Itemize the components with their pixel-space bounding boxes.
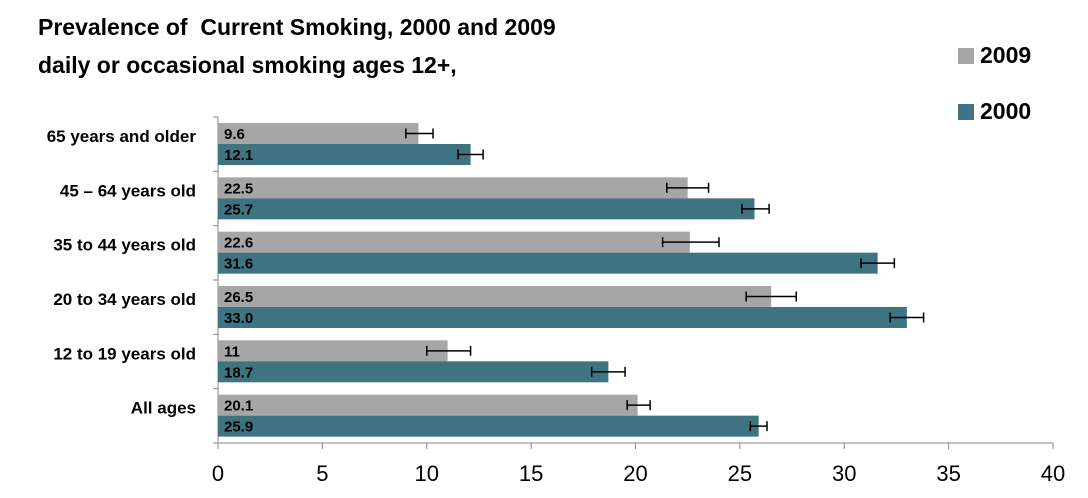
data-label-2009: 22.5 [224, 180, 253, 197]
legend-swatch-2009 [958, 47, 974, 64]
bar-2009 [218, 394, 638, 416]
data-label-2000: 33.0 [224, 310, 253, 327]
category-label: 45 – 64 years old [60, 181, 196, 200]
data-label-2009: 26.5 [224, 289, 253, 306]
x-tick-label: 0 [212, 461, 224, 486]
x-tick-label: 10 [415, 461, 439, 486]
legend-swatch-2000 [958, 103, 974, 120]
bar-2000 [218, 361, 609, 383]
category-label: All ages [131, 399, 196, 418]
data-label-2000: 25.9 [224, 419, 253, 436]
bar-2000 [218, 306, 907, 328]
data-label-2009: 11 [224, 343, 240, 360]
x-tick-label: 15 [519, 461, 543, 486]
data-label-2000: 25.7 [224, 201, 253, 218]
x-tick-label: 35 [936, 461, 960, 486]
bar-2009 [218, 340, 448, 362]
bar-2000 [218, 198, 755, 220]
category-label: 12 to 19 years old [53, 344, 196, 363]
data-label-2009: 22.6 [224, 235, 253, 252]
category-label: 20 to 34 years old [53, 290, 196, 309]
category-label: 35 to 44 years old [53, 236, 196, 255]
data-label-2000: 31.6 [224, 256, 253, 273]
data-label-2009: 9.6 [224, 126, 245, 143]
x-tick-label: 40 [1041, 461, 1065, 486]
bar-2009 [218, 177, 688, 199]
x-tick-label: 20 [623, 461, 647, 486]
x-tick-label: 25 [728, 461, 752, 486]
data-label-2000: 12.1 [224, 147, 253, 164]
legend-item-2009: 2009 [958, 42, 1031, 69]
category-label: 65 years and older [47, 127, 197, 146]
chart-subtitle: daily or occasional smoking ages 12+, [38, 52, 457, 78]
bar-2009 [218, 123, 419, 144]
legend-label-2000: 2000 [980, 98, 1032, 124]
chart-title: Prevalence of Current Smoking, 2000 and … [38, 14, 556, 40]
bar-2000 [218, 144, 471, 165]
x-tick-label: 30 [832, 461, 856, 486]
bar-2000 [218, 252, 878, 274]
bar-2009 [218, 285, 772, 307]
x-tick-label: 5 [316, 461, 328, 486]
bar-2000 [218, 415, 759, 437]
data-label-2000: 18.7 [224, 364, 253, 381]
bar-2009 [218, 231, 690, 253]
data-label-2009: 20.1 [224, 398, 253, 415]
legend-label-2009: 2009 [980, 42, 1032, 68]
legend-item-2000: 2000 [958, 98, 1031, 125]
